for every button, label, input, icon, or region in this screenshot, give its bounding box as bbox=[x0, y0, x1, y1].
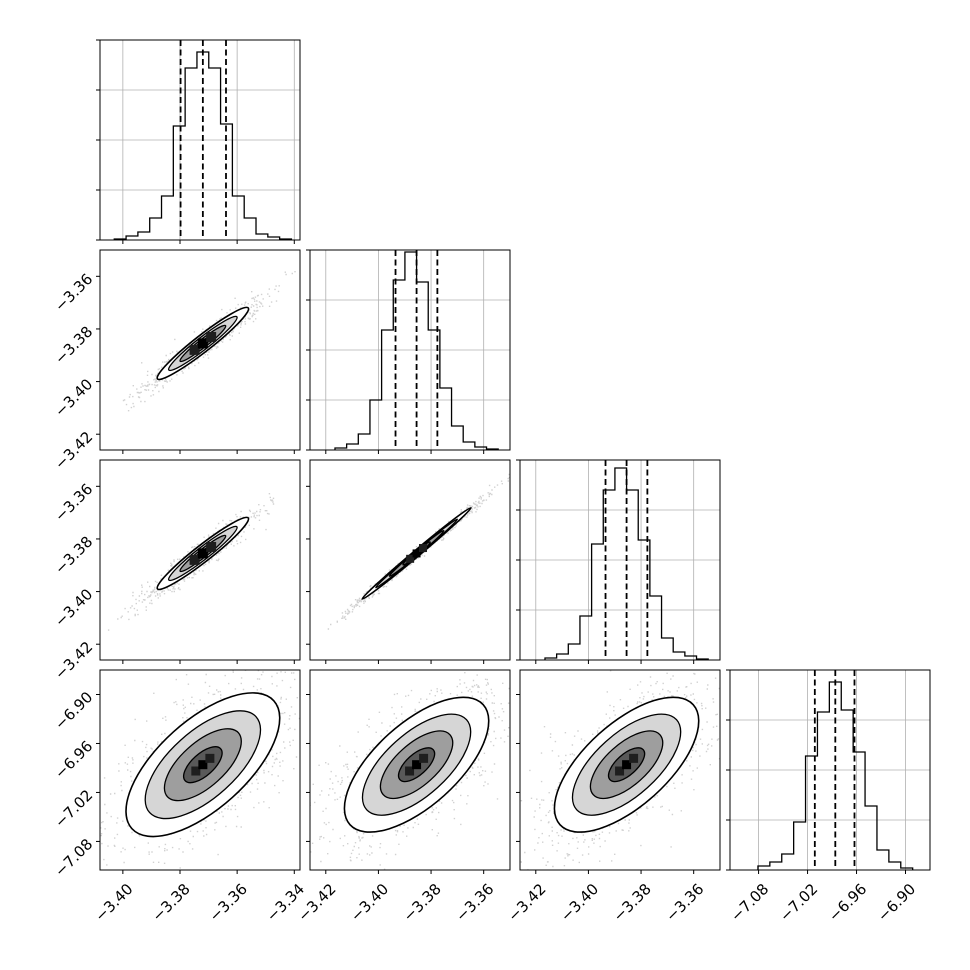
density-peak-cell bbox=[412, 549, 421, 558]
histogram-panel-1 bbox=[96, 39, 301, 244]
panel-content bbox=[327, 473, 510, 630]
panel-content bbox=[122, 271, 300, 412]
panel-frame bbox=[309, 459, 511, 661]
x-tick-label: −3.36 bbox=[452, 880, 497, 925]
panel-content bbox=[107, 493, 275, 631]
y-tick-label: −6.96 bbox=[51, 737, 96, 782]
histogram-panel-3 bbox=[516, 459, 721, 664]
x-tick-label: −3.38 bbox=[400, 880, 445, 925]
y-tick-label: −7.08 bbox=[51, 835, 96, 880]
density-peak-cell bbox=[419, 544, 428, 553]
x-tick-label: −6.96 bbox=[825, 880, 870, 925]
density-peak-cell bbox=[205, 753, 215, 763]
panel-content bbox=[310, 670, 510, 870]
x-tick-label: −3.42 bbox=[504, 880, 549, 925]
panel-content bbox=[520, 670, 720, 870]
scatter-panel-2-1 bbox=[96, 249, 301, 454]
density-peak-cell bbox=[622, 760, 632, 770]
x-tick-label: −6.90 bbox=[874, 880, 919, 925]
panel-frame bbox=[309, 669, 511, 871]
density-peak-cell bbox=[405, 766, 415, 776]
x-tick-label: −3.38 bbox=[149, 880, 194, 925]
panel-frame bbox=[99, 249, 301, 451]
density-peak-cell bbox=[412, 760, 422, 770]
density-peak-cell bbox=[406, 554, 415, 563]
density-peak-cell bbox=[189, 344, 200, 355]
histogram-step bbox=[334, 251, 499, 450]
histogram-panel-4 bbox=[726, 669, 931, 874]
y-tick-label: −6.90 bbox=[51, 688, 96, 733]
y-tick-label: −3.38 bbox=[51, 323, 96, 368]
density-peak-cell bbox=[615, 766, 625, 776]
x-tick-label: −3.40 bbox=[347, 880, 392, 925]
x-tick-label: −7.08 bbox=[727, 880, 772, 925]
panel-frame bbox=[519, 669, 721, 871]
density-peak-cell bbox=[197, 548, 208, 559]
density-peak-cell bbox=[197, 338, 208, 349]
scatter-panel-4-1 bbox=[96, 669, 301, 874]
x-tick-label: −3.38 bbox=[610, 880, 655, 925]
density-peak-cell bbox=[191, 766, 201, 776]
density-peak-cell bbox=[629, 753, 639, 763]
scatter-panel-3-1 bbox=[96, 459, 301, 664]
density-peak-cell bbox=[206, 541, 217, 552]
y-tick-label: −3.36 bbox=[51, 270, 96, 315]
x-tick-label: −7.02 bbox=[776, 880, 821, 925]
y-tick-label: −3.38 bbox=[51, 533, 96, 578]
x-tick-label: −3.36 bbox=[662, 880, 707, 925]
scatter-panel-4-2 bbox=[306, 669, 511, 874]
scatter-panel-4-3 bbox=[516, 669, 721, 874]
histogram-panel-2 bbox=[306, 249, 511, 454]
density-peak-cell bbox=[419, 753, 429, 763]
y-tick-label: −3.40 bbox=[51, 585, 96, 630]
y-tick-label: −3.40 bbox=[51, 375, 96, 420]
y-tick-label: −3.36 bbox=[51, 480, 96, 525]
panel-frame bbox=[99, 459, 301, 661]
panel-frame bbox=[99, 669, 301, 871]
x-tick-label: −3.40 bbox=[557, 880, 602, 925]
scatter-panel-3-2 bbox=[306, 459, 511, 664]
panel-content bbox=[100, 670, 300, 869]
y-tick-label: −3.42 bbox=[51, 638, 96, 683]
x-tick-label: −3.40 bbox=[91, 880, 136, 925]
density-peak-cell bbox=[198, 760, 208, 770]
density-peak-cell bbox=[206, 331, 217, 342]
density-peak-cell bbox=[189, 554, 200, 565]
y-tick-label: −7.02 bbox=[51, 786, 96, 831]
y-tick-label: −3.42 bbox=[51, 428, 96, 473]
x-tick-label: −3.36 bbox=[206, 880, 251, 925]
